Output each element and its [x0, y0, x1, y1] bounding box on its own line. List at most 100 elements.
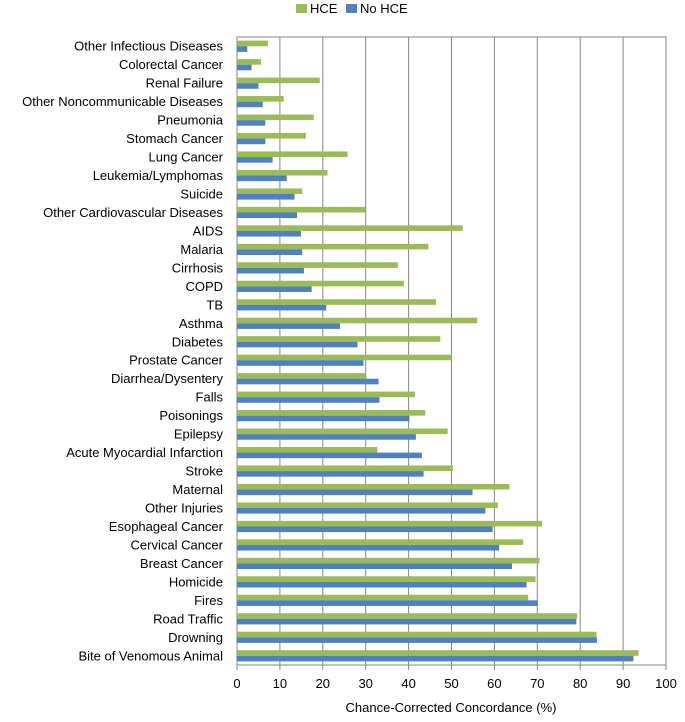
- legend: HCE No HCE: [296, 1, 408, 16]
- category-label-stomach-cancer: Stomach Cancer: [126, 131, 223, 146]
- bar-no-hce-maternal: [237, 489, 473, 496]
- bar-no-hce-stroke: [237, 471, 424, 477]
- category-label-asthma: Asthma: [179, 316, 224, 331]
- x-axis-title: Chance-Corrected Concordance (%): [346, 700, 557, 715]
- category-label-falls: Falls: [196, 390, 224, 405]
- bar-hce-poisonings: [237, 410, 426, 416]
- x-tick-label-20: 20: [316, 676, 330, 691]
- category-label-bite-of-venomous-animal: Bite of Venomous Animal: [78, 648, 223, 663]
- bar-no-hce-asthma: [237, 323, 340, 329]
- category-label-tb: TB: [206, 297, 223, 312]
- category-label-diabetes: Diabetes: [172, 334, 224, 349]
- bar-no-hce-colorectal-cancer: [237, 64, 252, 71]
- category-label-suicide: Suicide: [180, 187, 223, 202]
- legend-label-no-hce: No HCE: [360, 1, 408, 16]
- bar-hce-lung-cancer: [237, 151, 348, 158]
- bar-no-hce-esophageal-cancer: [237, 526, 493, 533]
- x-tick-label-10: 10: [273, 676, 287, 691]
- bar-hce-esophageal-cancer: [237, 520, 543, 527]
- bar-hce-pneumonia: [237, 114, 314, 121]
- bar-no-hce-copd: [237, 286, 312, 292]
- x-tick-label-30: 30: [358, 676, 372, 691]
- bar-no-hce-suicide: [237, 194, 295, 200]
- bar-no-hce-other-infectious-diseases: [237, 46, 248, 52]
- bar-hce-aids: [237, 225, 463, 231]
- category-label-prostate-cancer: Prostate Cancer: [129, 353, 224, 368]
- category-label-drowning: Drowning: [168, 630, 223, 645]
- bar-hce-cirrhosis: [237, 262, 398, 268]
- x-tick-label-0: 0: [233, 676, 240, 691]
- bar-no-hce-cervical-cancer: [237, 544, 500, 551]
- bar-hce-epilepsy: [237, 428, 448, 435]
- bar-no-hce-breast-cancer: [237, 563, 512, 570]
- legend-swatch-no-hce: [346, 4, 357, 13]
- x-tick-label-80: 80: [573, 676, 587, 691]
- category-label-cirrhosis: Cirrhosis: [172, 260, 224, 275]
- bar-hce-malaria: [237, 243, 429, 250]
- bar-no-hce-prostate-cancer: [237, 360, 364, 366]
- y-axis-labels: Other Infectious Diseases Colorectal Canc…: [22, 39, 224, 664]
- x-tick-label-70: 70: [530, 676, 544, 691]
- x-tick-label-100: 100: [655, 676, 677, 691]
- bar-hce-colorectal-cancer: [237, 59, 262, 65]
- bar-hce-fires: [237, 594, 529, 601]
- category-label-copd: COPD: [185, 279, 223, 294]
- legend-swatch-hce: [296, 4, 307, 13]
- bar-hce-tb: [237, 299, 437, 305]
- bar-hce-maternal: [237, 483, 510, 490]
- category-label-acute-myocardial-infarction: Acute Myocardial Infarction: [66, 445, 223, 460]
- bar-hce-breast-cancer: [237, 557, 540, 564]
- bar-hce-drowning: [237, 631, 597, 638]
- bar-hce-acute-myocardial-infarction: [237, 446, 378, 453]
- bar-hce-diarrhea-dysentery: [237, 373, 366, 379]
- category-label-other-injuries: Other Injuries: [145, 501, 224, 516]
- category-label-maternal: Maternal: [172, 482, 223, 497]
- category-label-diarrhea-dysentery: Diarrhea/Dysentery: [111, 371, 223, 386]
- bar-no-hce-pneumonia: [237, 120, 266, 126]
- category-label-cervical-cancer: Cervical Cancer: [131, 537, 224, 552]
- bar-hce-cervical-cancer: [237, 539, 524, 545]
- bar-no-hce-falls: [237, 397, 380, 403]
- category-label-leukemia-lymphomas: Leukemia/Lymphomas: [93, 168, 224, 183]
- category-label-homicide: Homicide: [169, 574, 223, 589]
- bar-hce-other-cardiovascular-diseases: [237, 206, 366, 213]
- category-label-renal-failure: Renal Failure: [146, 76, 223, 91]
- legend-label-hce: HCE: [310, 1, 338, 16]
- bar-no-hce-leukemia-lymphomas: [237, 175, 287, 182]
- category-label-road-traffic: Road Traffic: [153, 611, 223, 626]
- bar-hce-prostate-cancer: [237, 354, 452, 361]
- category-label-other-noncommunicable-diseases: Other Noncommunicable Diseases: [22, 94, 223, 109]
- bar-no-hce-stomach-cancer: [237, 138, 266, 145]
- category-label-epilepsy: Epilepsy: [174, 427, 224, 442]
- bar-no-hce-drowning: [237, 637, 597, 643]
- category-label-other-cardiovascular-diseases: Other Cardiovascular Diseases: [43, 205, 223, 220]
- bar-hce-other-noncommunicable-diseases: [237, 96, 284, 102]
- bar-no-hce-malaria: [237, 249, 303, 256]
- bar-no-hce-other-injuries: [237, 508, 486, 514]
- bar-no-hce-other-cardiovascular-diseases: [237, 212, 298, 219]
- category-label-pneumonia: Pneumonia: [157, 113, 224, 128]
- bar-hce-falls: [237, 391, 416, 398]
- x-tick-label-60: 60: [487, 676, 501, 691]
- bar-hce-bite-of-venomous-animal: [237, 650, 639, 656]
- category-label-stroke: Stroke: [185, 464, 223, 479]
- bar-no-hce-renal-failure: [237, 83, 259, 89]
- bar-no-hce-diabetes: [237, 341, 358, 348]
- bar-hce-other-infectious-diseases: [237, 40, 268, 47]
- category-label-fires: Fires: [194, 593, 223, 608]
- bar-hce-road-traffic: [237, 613, 578, 619]
- bar-hce-leukemia-lymphomas: [237, 169, 328, 176]
- x-axis-tick-labels: 0 10 20 30 40 50 60 70 80 90 100: [233, 676, 676, 691]
- bar-no-hce-other-noncommunicable-diseases: [237, 101, 263, 108]
- category-label-other-infectious-diseases: Other Infectious Diseases: [74, 39, 223, 54]
- category-label-malaria: Malaria: [180, 242, 223, 257]
- bar-no-hce-aids: [237, 230, 301, 237]
- bar-no-hce-cirrhosis: [237, 267, 304, 274]
- category-label-esophageal-cancer: Esophageal Cancer: [109, 519, 224, 534]
- bar-hce-suicide: [237, 188, 303, 194]
- bar-hce-diabetes: [237, 336, 441, 342]
- bar-no-hce-road-traffic: [237, 618, 577, 625]
- bar-no-hce-tb: [237, 304, 327, 311]
- x-tick-label-50: 50: [444, 676, 458, 691]
- x-tick-label-40: 40: [401, 676, 415, 691]
